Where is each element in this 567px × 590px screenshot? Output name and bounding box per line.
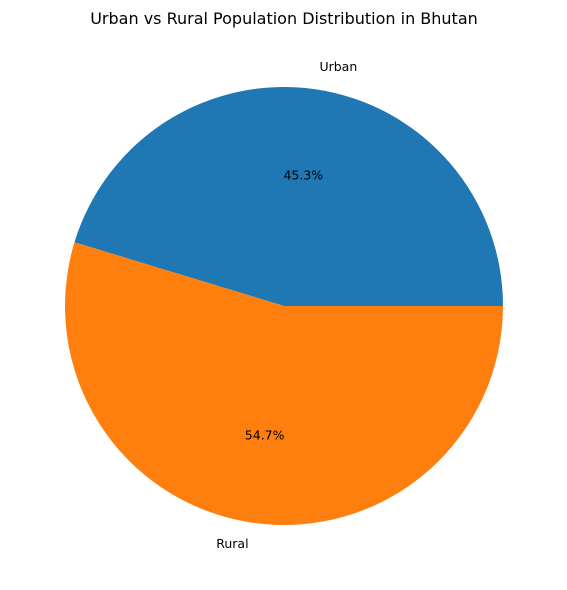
chart-title: Urban vs Rural Population Distribution i… [90,9,478,28]
slice-label-rural: Rural [216,536,248,551]
pie-slice-rural [64,242,504,526]
pie-labels: Urban 45.3% Rural 54.7% [216,59,357,551]
pie-slice-urban [74,87,503,306]
slice-label-urban: Urban [319,59,357,74]
percent-label-urban: 45.3% [283,168,323,183]
percent-label-rural: 54.7% [245,427,285,442]
pie-slices [64,87,504,526]
